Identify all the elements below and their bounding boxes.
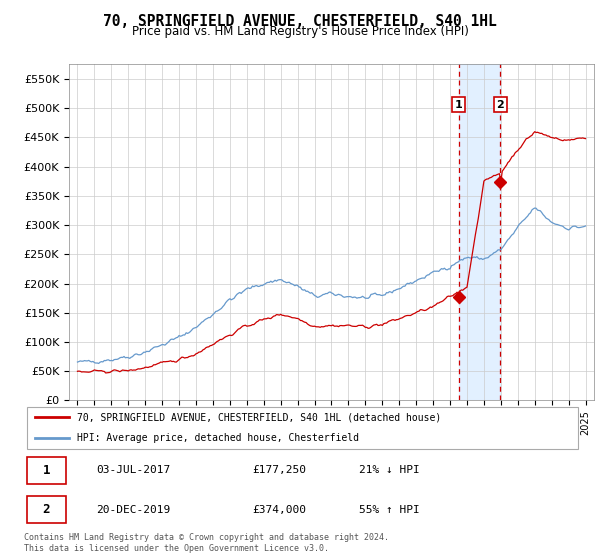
Text: £374,000: £374,000 bbox=[253, 505, 307, 515]
FancyBboxPatch shape bbox=[27, 407, 578, 450]
Text: 20-DEC-2019: 20-DEC-2019 bbox=[97, 505, 171, 515]
Text: 55% ↑ HPI: 55% ↑ HPI bbox=[359, 505, 419, 515]
Text: Price paid vs. HM Land Registry's House Price Index (HPI): Price paid vs. HM Land Registry's House … bbox=[131, 25, 469, 38]
Text: 21% ↓ HPI: 21% ↓ HPI bbox=[359, 465, 419, 475]
Text: Contains HM Land Registry data © Crown copyright and database right 2024.
This d: Contains HM Land Registry data © Crown c… bbox=[24, 533, 389, 553]
Text: HPI: Average price, detached house, Chesterfield: HPI: Average price, detached house, Ches… bbox=[77, 433, 359, 444]
Text: 70, SPRINGFIELD AVENUE, CHESTERFIELD, S40 1HL (detached house): 70, SPRINGFIELD AVENUE, CHESTERFIELD, S4… bbox=[77, 412, 441, 422]
Text: 70, SPRINGFIELD AVENUE, CHESTERFIELD, S40 1HL: 70, SPRINGFIELD AVENUE, CHESTERFIELD, S4… bbox=[103, 14, 497, 29]
Bar bbox=[458, 64, 500, 400]
Text: 2: 2 bbox=[43, 503, 50, 516]
Text: 2: 2 bbox=[496, 100, 504, 110]
Text: £177,250: £177,250 bbox=[253, 465, 307, 475]
Text: 1: 1 bbox=[43, 464, 50, 477]
FancyBboxPatch shape bbox=[27, 496, 66, 523]
Text: 03-JUL-2017: 03-JUL-2017 bbox=[97, 465, 171, 475]
FancyBboxPatch shape bbox=[27, 456, 66, 484]
Text: 1: 1 bbox=[455, 100, 463, 110]
